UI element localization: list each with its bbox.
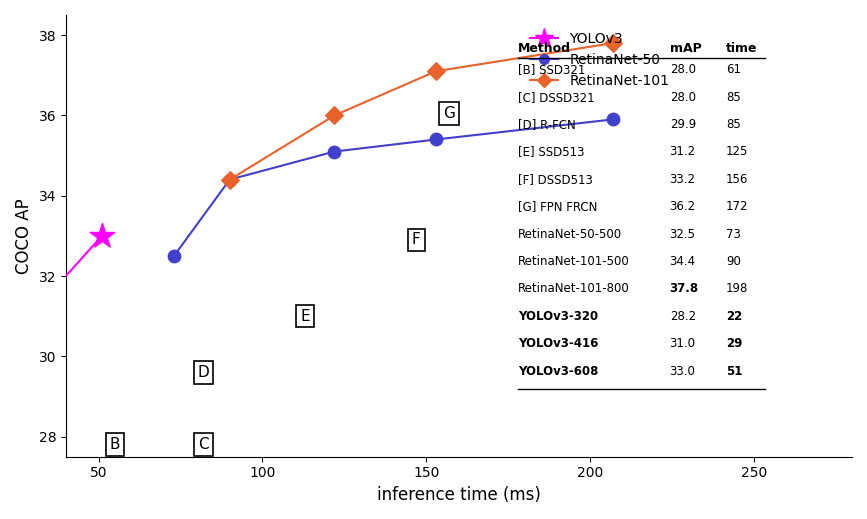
Point [429, 135, 443, 144]
Text: 61: 61 [726, 63, 741, 76]
Text: RetinaNet-50-500: RetinaNet-50-500 [518, 228, 622, 241]
Text: 172: 172 [726, 200, 748, 213]
Text: [B] SSD321: [B] SSD321 [518, 63, 585, 76]
Point [223, 175, 237, 184]
Text: [D] R-FCN: [D] R-FCN [518, 118, 576, 131]
Text: E: E [300, 309, 310, 324]
Text: time: time [726, 42, 758, 54]
Point [167, 252, 181, 260]
Text: 90: 90 [726, 255, 741, 268]
Text: [F] DSSD513: [F] DSSD513 [518, 173, 593, 186]
Y-axis label: COCO AP: COCO AP [15, 198, 33, 274]
Text: Method: Method [518, 42, 570, 54]
Text: 36.2: 36.2 [669, 200, 695, 213]
Text: 37.8: 37.8 [669, 282, 699, 295]
Text: 73: 73 [726, 228, 741, 241]
Text: YOLOv3-320: YOLOv3-320 [518, 310, 598, 323]
Text: 198: 198 [726, 282, 748, 295]
Point [328, 111, 342, 119]
Text: YOLOv3-416: YOLOv3-416 [518, 337, 598, 350]
Text: RetinaNet-101-500: RetinaNet-101-500 [518, 255, 629, 268]
Text: 29: 29 [726, 337, 742, 350]
Point [429, 67, 443, 75]
Text: 156: 156 [726, 173, 748, 186]
Text: C: C [199, 437, 209, 452]
Text: YOLOv3-608: YOLOv3-608 [518, 364, 598, 377]
Text: [E] SSD513: [E] SSD513 [518, 145, 584, 158]
Text: G: G [443, 106, 455, 121]
Text: D: D [198, 365, 209, 380]
X-axis label: inference time (ms): inference time (ms) [377, 486, 541, 504]
Text: 34.4: 34.4 [669, 255, 695, 268]
Point [23, 312, 36, 320]
Text: 32.5: 32.5 [669, 228, 695, 241]
Text: [G] FPN FRCN: [G] FPN FRCN [518, 200, 597, 213]
Text: 85: 85 [726, 118, 740, 131]
Point [0, 425, 14, 433]
Text: 125: 125 [726, 145, 748, 158]
Point [606, 39, 620, 47]
Text: 29.9: 29.9 [669, 118, 696, 131]
Text: mAP: mAP [669, 42, 701, 54]
Text: 33.0: 33.0 [669, 364, 695, 377]
Text: F: F [412, 233, 420, 248]
Text: RetinaNet-101-800: RetinaNet-101-800 [518, 282, 629, 295]
Text: [C] DSSD321: [C] DSSD321 [518, 91, 595, 104]
Point [328, 147, 342, 156]
Text: 22: 22 [726, 310, 742, 323]
Text: 28.2: 28.2 [669, 310, 695, 323]
Point [606, 115, 620, 124]
Text: 51: 51 [726, 364, 742, 377]
Text: 31.2: 31.2 [669, 145, 695, 158]
Point [223, 175, 237, 184]
Text: 28.0: 28.0 [669, 91, 695, 104]
Point [95, 231, 109, 240]
Text: 85: 85 [726, 91, 740, 104]
Text: 31.0: 31.0 [669, 337, 695, 350]
Text: B: B [110, 437, 121, 452]
Legend: YOLOv3, RetinaNet-50, RetinaNet-101: YOLOv3, RetinaNet-50, RetinaNet-101 [525, 26, 675, 93]
Text: 33.2: 33.2 [669, 173, 695, 186]
Text: 28.0: 28.0 [669, 63, 695, 76]
